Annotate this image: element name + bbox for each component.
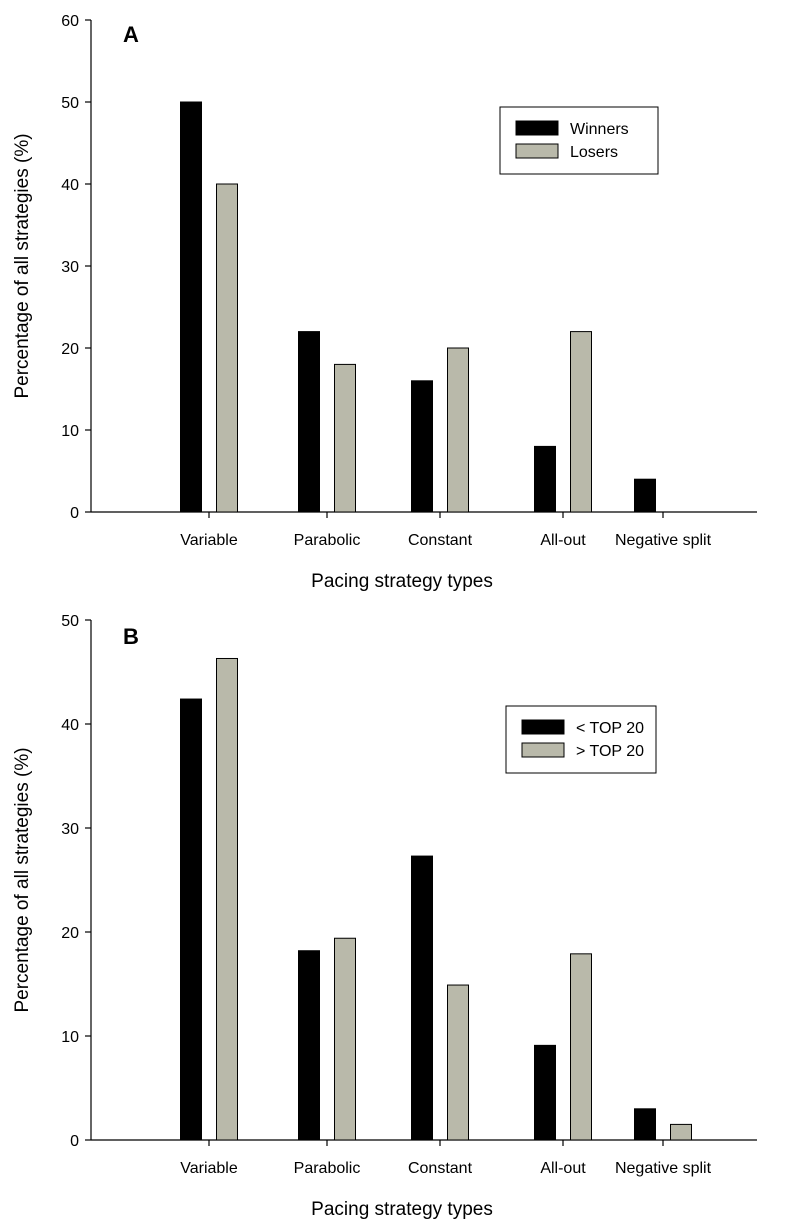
bar-series2	[670, 1123, 692, 1141]
bar-series2	[216, 183, 238, 513]
bar-series1	[180, 101, 202, 513]
bar-series2	[447, 984, 469, 1141]
legend-entry: Winners	[570, 121, 629, 138]
bar-series2	[216, 657, 238, 1141]
bar-series1	[411, 380, 433, 513]
y-axis-title: Percentage of all strategies (%)	[12, 747, 33, 1012]
y-tick-label: 0	[70, 505, 79, 522]
bar-series2	[447, 347, 469, 513]
y-tick-label: 20	[61, 341, 79, 358]
bar-series1	[534, 445, 556, 513]
bar-series2	[570, 331, 592, 513]
panel-label: B	[123, 624, 139, 649]
legend: < TOP 20 > TOP 20	[505, 705, 657, 774]
bar-series1	[634, 1108, 656, 1141]
legend-swatch	[521, 742, 565, 758]
bar-series1	[411, 855, 433, 1141]
x-tick-label: All-out	[540, 1160, 586, 1177]
y-tick-label: 10	[61, 1029, 79, 1046]
y-tick-label: 10	[61, 423, 79, 440]
legend-swatch	[515, 120, 559, 136]
panel-label: A	[123, 22, 139, 47]
legend-entry: > TOP 20	[576, 743, 644, 760]
x-tick-label: Constant	[408, 1160, 473, 1177]
y-tick-label: 30	[61, 821, 79, 838]
y-tick-label: 20	[61, 925, 79, 942]
y-axis-title: Percentage of all strategies (%)	[12, 133, 33, 398]
bar-series2	[334, 363, 356, 513]
x-tick-label: Variable	[180, 1160, 238, 1177]
bar-series1	[634, 478, 656, 513]
x-axis-title: Pacing strategy types	[311, 571, 493, 592]
legend-swatch	[515, 143, 559, 159]
bar-series1	[298, 331, 320, 513]
x-tick-label: All-out	[540, 532, 586, 549]
legend-box	[505, 705, 657, 774]
bar-series2	[334, 937, 356, 1141]
bar-series2	[570, 953, 592, 1141]
bar-series1	[534, 1044, 556, 1141]
x-tick-label: Parabolic	[294, 1160, 361, 1177]
legend-entry: Losers	[570, 144, 618, 161]
chart-panel-a: 0 10 20 30 40 50 60 Variable Parabolic Constant Al…	[12, 13, 757, 592]
y-tick-label: 50	[61, 95, 79, 112]
bar-series1	[180, 698, 202, 1141]
x-tick-label: Parabolic	[294, 532, 361, 549]
legend-swatch	[521, 719, 565, 735]
legend: Winners Losers	[499, 106, 659, 175]
y-tick-label: 40	[61, 177, 79, 194]
legend-entry: < TOP 20	[576, 720, 644, 737]
y-tick-label: 50	[61, 613, 79, 630]
x-tick-label: Negative split	[615, 532, 712, 549]
legend-box	[499, 106, 659, 175]
x-axis-title: Pacing strategy types	[311, 1199, 493, 1220]
chart-panel-b: 0 10 20 30 40 50 Variable Parabolic Constant All-…	[12, 613, 757, 1220]
y-tick-label: 40	[61, 717, 79, 734]
y-tick-label: 0	[70, 1133, 79, 1150]
x-tick-label: Constant	[408, 532, 473, 549]
x-tick-label: Negative split	[615, 1160, 712, 1177]
y-tick-label: 60	[61, 13, 79, 30]
bar-series1	[298, 950, 320, 1141]
y-tick-label: 30	[61, 259, 79, 276]
x-tick-label: Variable	[180, 532, 238, 549]
